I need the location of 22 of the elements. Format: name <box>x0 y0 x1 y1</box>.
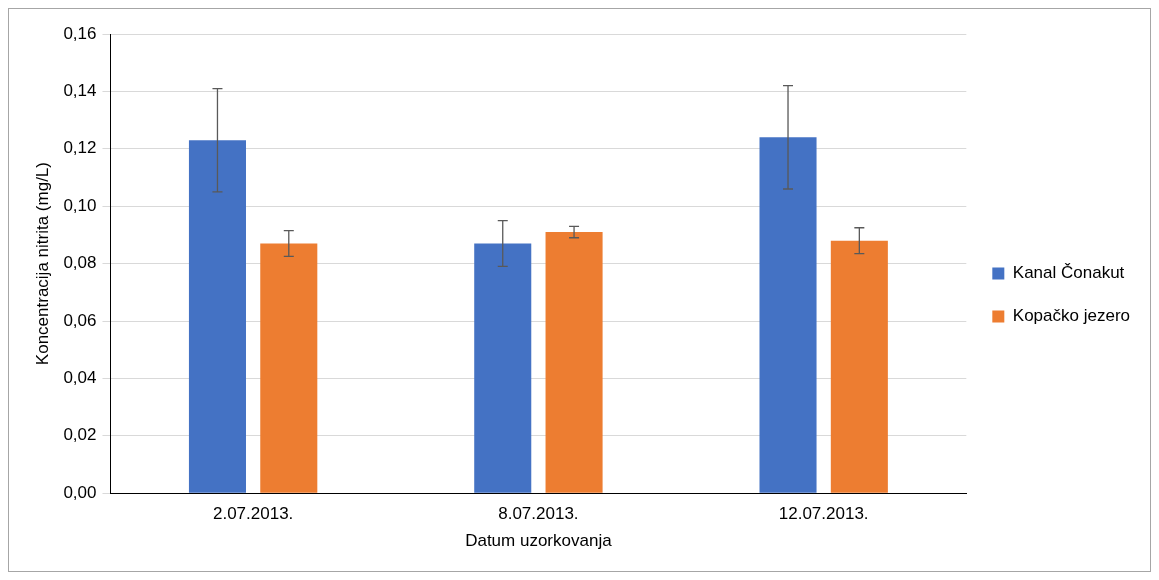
x-axis-title: Datum uzorkovanja <box>465 531 613 551</box>
x-tick-label: 12.07.2013. <box>778 504 869 524</box>
bar <box>545 232 603 493</box>
y-axis-title: Koncentracija nitrita (mg/L) <box>32 162 52 366</box>
x-tick-label: 2.07.2013. <box>212 504 294 524</box>
x-tick-label: 8.07.2013. <box>498 504 579 524</box>
bar <box>474 243 532 493</box>
y-tick-label: 0,14 <box>63 81 97 101</box>
legend-label: Kopačko jezero <box>1012 306 1131 326</box>
y-tick-label: 0,06 <box>63 310 97 330</box>
y-tick-label: 0,10 <box>63 195 97 215</box>
y-tick-label: 0,02 <box>63 425 97 445</box>
bar <box>759 137 817 493</box>
y-tick-label: 0,08 <box>63 253 97 273</box>
legend-label: Kanal Čonakut <box>1012 263 1125 283</box>
bar <box>260 243 318 493</box>
bar <box>830 240 888 493</box>
y-tick-label: 0,04 <box>63 368 97 388</box>
y-tick-label: 0,16 <box>63 23 97 43</box>
bar <box>188 140 246 493</box>
y-tick-label: 0,00 <box>63 482 97 502</box>
y-tick-label: 0,12 <box>63 138 97 158</box>
